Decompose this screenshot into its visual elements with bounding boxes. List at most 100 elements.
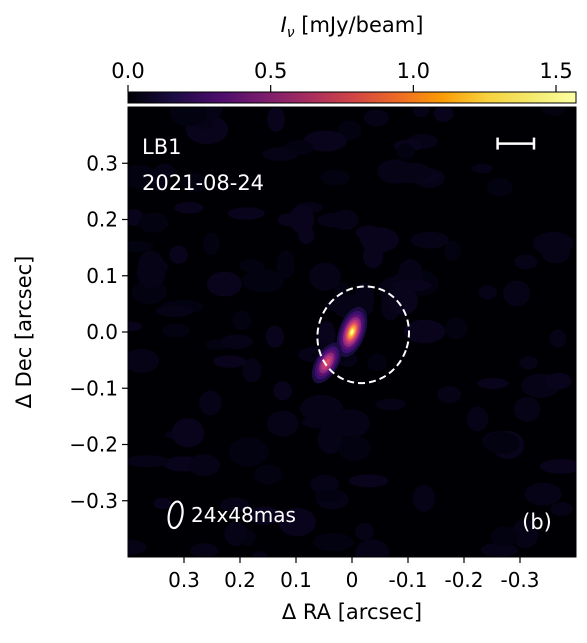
noise-blob	[480, 542, 518, 557]
noise-blob	[128, 539, 147, 555]
noise-blob	[511, 519, 539, 549]
noise-blob	[266, 410, 299, 437]
noise-texture	[128, 107, 576, 557]
noise-blob	[131, 281, 167, 304]
noise-blob	[541, 107, 566, 116]
noise-blob	[313, 533, 354, 552]
noise-blob	[206, 271, 242, 297]
noise-blob	[242, 268, 284, 293]
x-tick-label: 0.3	[168, 568, 200, 592]
dashed-ellipse	[316, 285, 410, 385]
noise-blob	[363, 109, 389, 127]
noise-blob	[203, 232, 220, 255]
colorbar-gradient	[127, 91, 577, 104]
y-tick-label: −0.3	[69, 489, 118, 513]
noise-blob	[262, 147, 298, 161]
noise-blob	[232, 310, 251, 331]
panel-label: (b)	[522, 510, 552, 534]
noise-blob	[550, 502, 573, 516]
noise-blob	[253, 464, 283, 485]
emission-sources	[311, 306, 368, 384]
noise-blob	[128, 164, 157, 189]
noise-blob	[348, 474, 389, 488]
x-tick-label: -0.3	[500, 568, 539, 592]
noise-blob	[169, 107, 207, 127]
noise-blob	[524, 482, 562, 506]
noise-blob	[546, 372, 572, 390]
y-tick-label: 0.3	[86, 151, 118, 175]
x-tick-label: -0.2	[444, 568, 483, 592]
band-label: LB1	[142, 135, 181, 159]
y-axis-label: Δ Dec [arcsec]	[12, 256, 36, 409]
x-axis-ticks: 0.3 0.2 0.1 0 -0.1 -0.2 -0.3	[168, 557, 540, 592]
noise-blob	[433, 107, 454, 122]
y-axis-ticks: 0.3 0.2 0.1 0.0 −0.1 −0.2 −0.3	[69, 151, 128, 513]
y-tick-label: 0.1	[86, 264, 118, 288]
noise-blob	[539, 459, 576, 474]
noise-blob	[317, 212, 356, 228]
noise-blob	[190, 543, 219, 557]
noise-blob	[278, 507, 316, 537]
noise-blob	[390, 162, 433, 184]
noise-blob	[484, 432, 520, 455]
noise-blob	[300, 395, 344, 423]
noise-blob	[392, 279, 432, 292]
y-tick-label: −0.2	[69, 433, 118, 457]
x-tick-label: 0	[346, 568, 359, 592]
y-tick-label: 0.2	[86, 208, 118, 232]
noise-blob	[128, 240, 154, 252]
noise-blob	[444, 241, 462, 261]
noise-blob	[412, 107, 430, 118]
noise-blob	[389, 287, 418, 315]
noise-blob	[278, 213, 301, 227]
noise-blob	[315, 489, 344, 502]
noise-blob	[220, 497, 250, 513]
noise-blob	[317, 321, 336, 349]
noise-blob	[267, 107, 285, 132]
noise-blob	[276, 250, 295, 279]
noise-blob	[128, 455, 170, 468]
scale-bar	[496, 137, 536, 150]
noise-blob	[169, 245, 188, 264]
noise-blob	[477, 377, 509, 389]
x-axis-label: Δ RA [arcsec]	[282, 600, 422, 624]
noise-blob	[514, 397, 540, 422]
colorbar-label-symbol: I	[281, 13, 287, 37]
noise-blob	[437, 386, 462, 404]
noise-blob	[138, 212, 169, 233]
noise-blob	[303, 130, 347, 152]
noise-blob	[532, 231, 574, 256]
image-panel: LB1 2021-08-24 24x48mas (b)	[127, 106, 577, 558]
noise-blob	[375, 398, 406, 411]
noise-blob	[229, 437, 270, 467]
noise-blob	[224, 521, 248, 547]
noise-blob	[403, 319, 446, 344]
noise-blob	[128, 321, 143, 332]
noise-blob	[471, 163, 493, 174]
noise-blob	[171, 418, 205, 448]
date-label: 2021-08-24	[142, 171, 264, 195]
noise-blob	[503, 280, 530, 307]
noise-blob	[355, 522, 374, 540]
noise-blob	[309, 262, 341, 291]
noise-blob	[182, 172, 207, 193]
x-tick-label: 0.1	[280, 568, 312, 592]
noise-blob	[324, 298, 352, 312]
noise-blob	[549, 329, 567, 348]
noise-blob	[153, 497, 172, 510]
colorbar: Iν [mJy/beam] 0.0 0.5 1.0 1.5	[111, 13, 577, 104]
colorbar-label-subscript: ν	[287, 25, 295, 41]
noise-blob	[227, 207, 265, 220]
colorbar-label: Iν [mJy/beam]	[281, 13, 424, 41]
noise-blob	[301, 416, 339, 429]
noise-blob	[174, 201, 204, 214]
noise-blob	[155, 305, 193, 317]
noise-blob	[490, 526, 519, 547]
noise-blob	[239, 259, 265, 273]
noise-blob	[289, 205, 315, 234]
noise-blob	[412, 485, 435, 512]
beam-size-label: 24x48mas	[191, 503, 296, 527]
y-tick-label: 0.0	[86, 320, 118, 344]
noise-blob	[514, 254, 538, 270]
